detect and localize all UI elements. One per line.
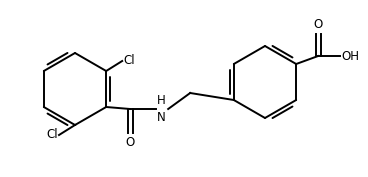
Text: Cl: Cl: [46, 129, 58, 141]
Text: O: O: [314, 18, 323, 31]
Text: H: H: [157, 94, 166, 107]
Text: Cl: Cl: [123, 55, 135, 67]
Text: O: O: [125, 136, 135, 149]
Text: N: N: [157, 111, 166, 124]
Text: OH: OH: [341, 50, 359, 62]
